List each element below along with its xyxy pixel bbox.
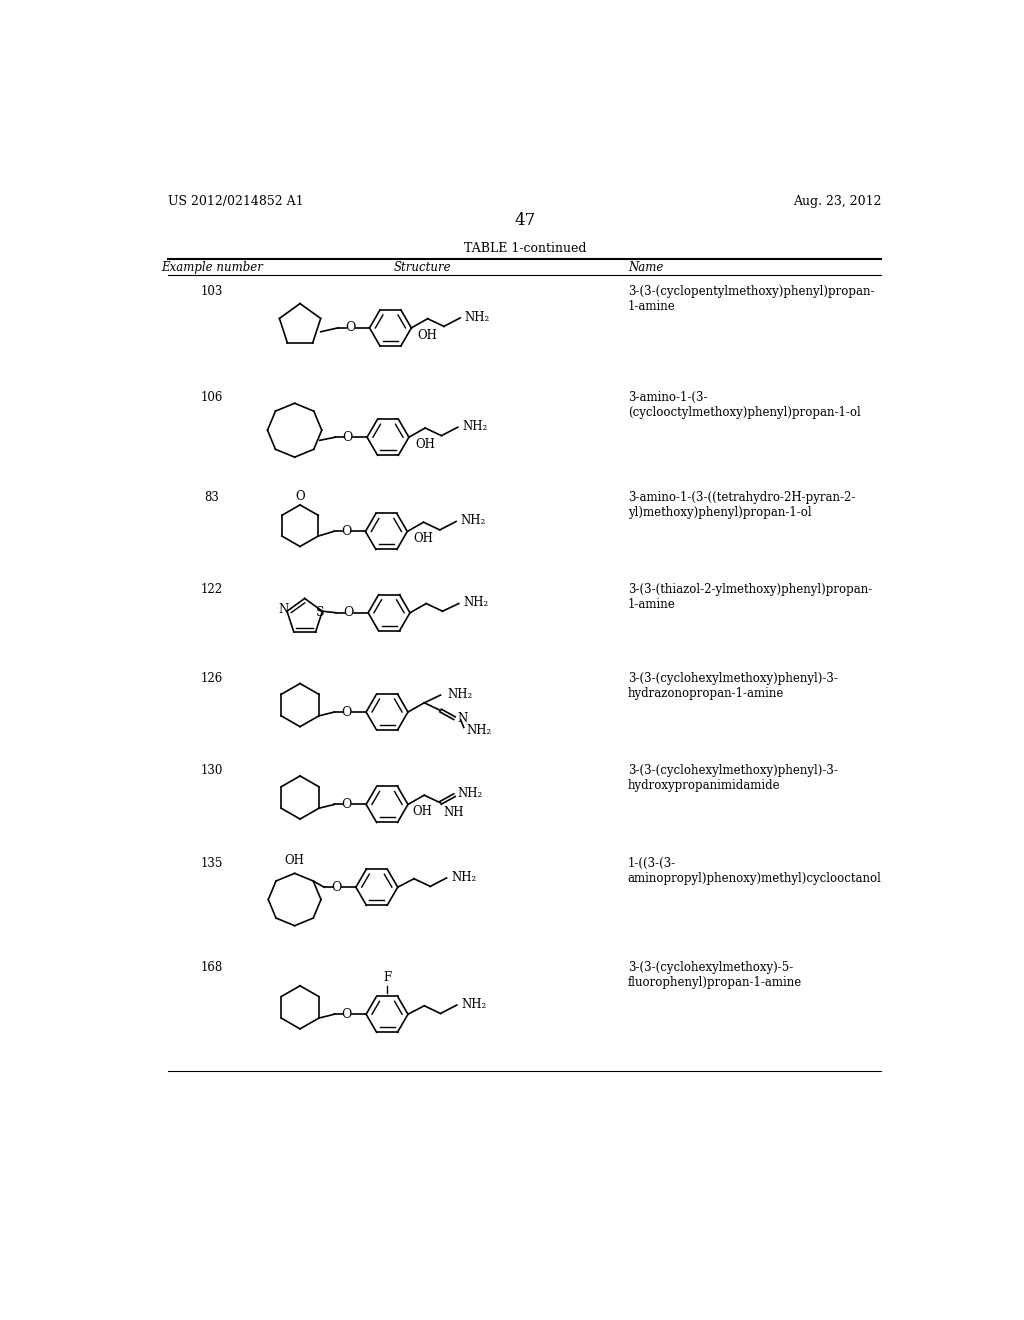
Text: NH₂: NH₂ [466,723,492,737]
Text: 103: 103 [201,285,223,298]
Text: 83: 83 [204,491,219,504]
Text: O: O [345,321,355,334]
Text: 47: 47 [514,213,536,230]
Text: OH: OH [416,438,435,451]
Text: NH₂: NH₂ [447,688,473,701]
Text: NH₂: NH₂ [465,310,490,323]
Text: Structure: Structure [393,261,452,273]
Text: 135: 135 [201,857,223,870]
Text: NH₂: NH₂ [461,515,486,527]
Text: F: F [383,972,391,985]
Text: NH₂: NH₂ [464,597,488,610]
Text: Example number: Example number [161,261,262,273]
Text: OH: OH [285,854,304,867]
Text: S: S [315,606,325,619]
Text: N: N [279,603,289,616]
Text: N: N [458,711,468,725]
Text: NH₂: NH₂ [458,787,483,800]
Text: O: O [342,430,353,444]
Text: OH: OH [414,532,433,545]
Text: 3-(3-(cyclopentylmethoxy)phenyl)propan-
1-amine: 3-(3-(cyclopentylmethoxy)phenyl)propan- … [628,285,874,313]
Text: 3-(3-(cyclohexylmethoxy)phenyl)-3-
hydrazonopropan-1-amine: 3-(3-(cyclohexylmethoxy)phenyl)-3- hydra… [628,672,838,700]
Text: 168: 168 [201,961,223,974]
Text: NH: NH [443,807,464,820]
Text: 3-amino-1-(3-((tetrahydro-2H-pyran-2-
yl)methoxy)phenyl)propan-1-ol: 3-amino-1-(3-((tetrahydro-2H-pyran-2- yl… [628,491,855,519]
Text: 1-((3-(3-
aminopropyl)phenoxy)methyl)cyclooctanol: 1-((3-(3- aminopropyl)phenoxy)methyl)cyc… [628,857,882,884]
Text: 126: 126 [201,672,223,685]
Text: O: O [342,1007,352,1020]
Text: Aug. 23, 2012: Aug. 23, 2012 [793,194,882,207]
Text: OH: OH [413,805,432,818]
Text: OH: OH [418,329,437,342]
Text: NH₂: NH₂ [462,998,486,1011]
Text: 3-(3-(cyclohexylmethoxy)phenyl)-3-
hydroxypropanimidamide: 3-(3-(cyclohexylmethoxy)phenyl)-3- hydro… [628,764,838,792]
Text: O: O [344,606,354,619]
Text: NH₂: NH₂ [452,871,476,883]
Text: 130: 130 [201,764,223,777]
Text: 3-(3-(cyclohexylmethoxy)-5-
fluorophenyl)propan-1-amine: 3-(3-(cyclohexylmethoxy)-5- fluorophenyl… [628,961,802,989]
Text: 106: 106 [201,391,223,404]
Text: 3-amino-1-(3-
(cyclooctylmethoxy)phenyl)propan-1-ol: 3-amino-1-(3- (cyclooctylmethoxy)phenyl)… [628,391,860,418]
Text: 122: 122 [201,583,223,597]
Text: O: O [332,880,342,894]
Text: TABLE 1-continued: TABLE 1-continued [464,242,586,255]
Text: Name: Name [628,261,664,273]
Text: NH₂: NH₂ [463,420,487,433]
Text: O: O [342,797,352,810]
Text: O: O [342,705,352,718]
Text: O: O [341,525,351,539]
Text: 3-(3-(thiazol-2-ylmethoxy)phenyl)propan-
1-amine: 3-(3-(thiazol-2-ylmethoxy)phenyl)propan-… [628,583,872,611]
Text: O: O [295,490,305,503]
Text: US 2012/0214852 A1: US 2012/0214852 A1 [168,194,304,207]
